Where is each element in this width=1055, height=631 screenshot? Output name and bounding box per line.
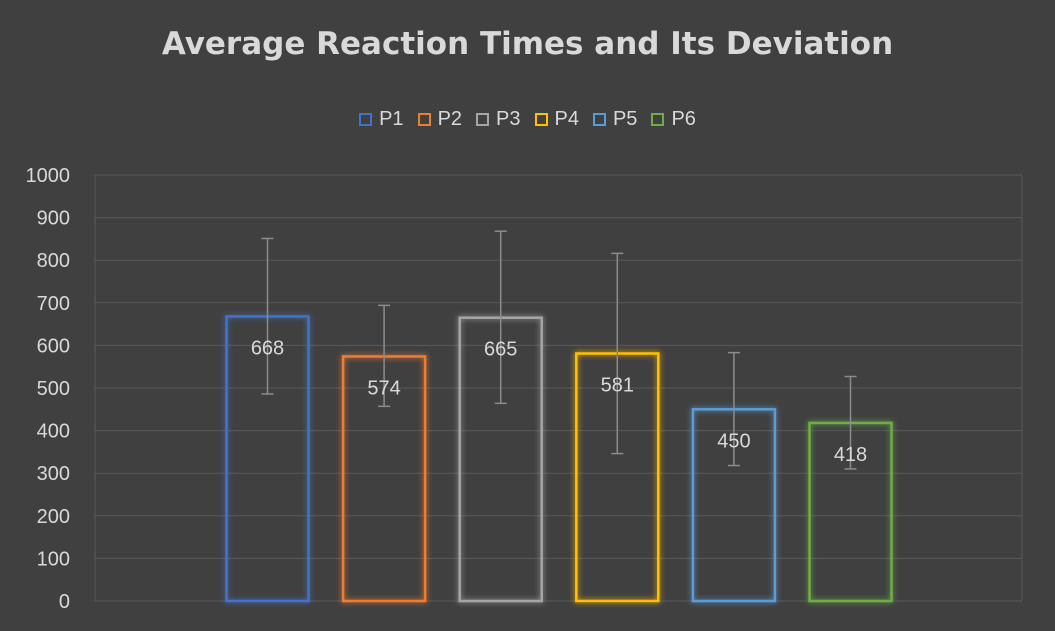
error-bar-p5 [727,351,740,467]
error-bar-p4 [611,252,624,455]
legend-label: P6 [671,107,696,130]
y-tick-label: 1000 [26,165,71,187]
y-tick-label: 100 [37,548,70,570]
error-bar-p1 [261,237,274,395]
error-bar-p3 [494,230,507,405]
legend-item-p3: P3 [476,107,521,131]
y-tick-label: 500 [37,378,70,400]
legend-label: P3 [496,107,521,130]
legend-item-p4: P4 [534,107,579,131]
legend-label: P4 [554,107,579,130]
legend-swatch [359,112,373,126]
data-label-p5: 450 [717,430,750,452]
y-tick-label: 200 [37,506,70,528]
legend-swatch [534,112,548,126]
legend-item-p2: P2 [417,107,463,131]
chart-title: Average Reaction Times and Its Deviation [161,26,894,62]
data-label-p2: 574 [367,377,400,399]
y-tick-label: 0 [59,591,70,613]
y-tick-label: 600 [37,335,70,357]
y-tick-label: 800 [37,250,70,272]
legend-label: P2 [437,107,463,130]
data-label-p1: 668 [251,337,284,359]
y-tick-label: 300 [37,463,70,485]
legend-item-p5: P5 [592,107,638,131]
legend-swatch [651,112,665,126]
legend-label: P1 [379,107,404,130]
data-label-p4: 581 [601,374,634,396]
legend-item-p6: P6 [651,107,696,131]
legend-swatch [476,112,490,126]
legend-swatch [417,112,431,126]
y-tick-label: 700 [37,293,70,315]
data-label-p6: 418 [834,444,867,466]
y-tick-label: 900 [37,208,70,230]
y-tick-label: 400 [37,421,70,443]
legend: P1 P2 P3 P4 P5 P6 [0,106,1055,132]
legend-swatch [592,112,606,126]
legend-label: P5 [612,107,638,130]
error-bar-p6 [844,375,857,470]
legend-item-p1: P1 [359,107,404,131]
data-label-p3: 665 [484,339,517,361]
error-bar-p2 [378,304,391,408]
